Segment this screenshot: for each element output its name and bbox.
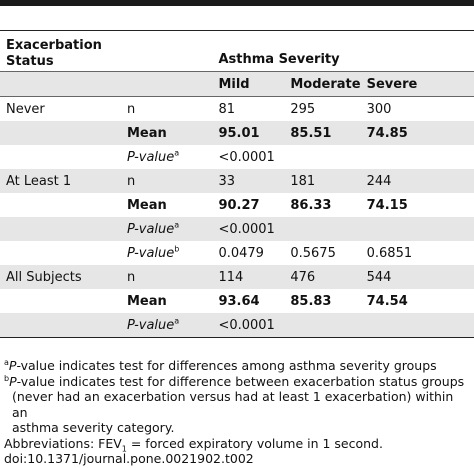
group-label [0,289,121,313]
abbreviations: Abbreviations: FEV1 = forced expiratory … [4,435,383,453]
stat-label: P-valuea [120,217,213,241]
severe-value: 244 [360,169,474,193]
footnote-a: aP-value indicates test for differences … [4,357,437,373]
footnote-b-line-2: (never had an exacerbation versus had at… [12,389,454,420]
table-row: P-valuea <0.0001 [0,145,474,169]
stat-label: P-valuea [126,148,180,165]
mild-value: 90.27 [218,197,260,213]
top-border-bar [0,0,474,6]
severe-header: Severe [360,71,474,97]
stat-label: Mean [126,293,167,309]
table-row: P-valueb 0.0479 0.5675 0.6851 [0,241,474,265]
footnotes: aP-value indicates test for differences … [4,358,470,467]
group-label [0,145,121,169]
stat-label: Mean [126,197,167,213]
moderate-value: 181 [284,169,361,193]
group-label [0,193,121,217]
moderate-header: Moderate [284,71,361,97]
severe-value: 74.15 [366,197,408,213]
doi: doi:10.1371/journal.pone.0021902.t002 [4,451,254,466]
group-label: All Subjects [0,265,121,289]
mild-value: 93.64 [218,293,260,309]
severe-value: 300 [360,96,474,121]
moderate-value: 295 [284,96,361,121]
moderate-value: 86.33 [290,197,332,213]
stat-label: P-valuea [120,313,213,338]
severe-value: 544 [360,265,474,289]
severe-value [361,145,474,169]
moderate-value: 85.83 [290,293,332,309]
results-table: Exacerbation Status Asthma Severity Mild… [0,30,474,338]
mild-value: <0.0001 [212,217,285,241]
mild-header: Mild [212,71,285,97]
moderate-value: 0.5675 [290,245,336,261]
mild-value: 81 [212,96,285,121]
group-label [0,241,121,265]
group-label: Never [0,96,121,121]
group-label: At Least 1 [0,169,121,193]
exacerbation-status-header: Exacerbation Status [0,30,121,72]
mild-value: <0.0001 [212,313,285,338]
group-label [0,217,121,241]
mild-value: 33 [212,169,285,193]
table-row: Mean 90.27 86.33 74.15 [0,193,474,217]
footnote-b-line-3: asthma severity category. [12,420,175,435]
severe-value [360,217,474,241]
group-label [0,313,121,338]
footnote-b: bP-value indicates test for difference b… [4,373,465,389]
mild-value: 114 [212,265,285,289]
header-row-1: Exacerbation Status Asthma Severity [0,30,474,72]
table-row: Never n 81 295 300 [0,96,474,121]
moderate-value [284,145,360,169]
table-row: Mean 95.01 85.51 74.85 [0,121,474,145]
stat-label: n [120,169,213,193]
table-row: P-valuea <0.0001 [0,313,474,338]
stat-label: P-valueb [126,244,180,261]
mild-value: 95.01 [212,121,285,145]
mild-value: 0.0479 [218,245,264,261]
severe-value: 74.85 [360,121,474,145]
stat-label: n [120,96,213,121]
moderate-value [284,313,361,338]
asthma-severity-header: Asthma Severity [212,30,474,72]
severe-value [360,313,474,338]
moderate-value: 85.51 [284,121,361,145]
severe-value: 0.6851 [366,245,413,261]
severe-value: 74.54 [366,293,408,309]
header-row-2: Mild Moderate Severe [0,71,474,97]
moderate-value: 476 [284,265,361,289]
stat-label: Mean [120,121,213,145]
stat-label: n [120,265,213,289]
table-row: All Subjects n 114 476 544 [0,265,474,289]
mild-value: <0.0001 [218,149,275,165]
table-row: P-valuea <0.0001 [0,217,474,241]
group-label [0,121,121,145]
table-row: At Least 1 n 33 181 244 [0,169,474,193]
moderate-value [284,217,361,241]
table-row: Mean 93.64 85.83 74.54 [0,289,474,313]
